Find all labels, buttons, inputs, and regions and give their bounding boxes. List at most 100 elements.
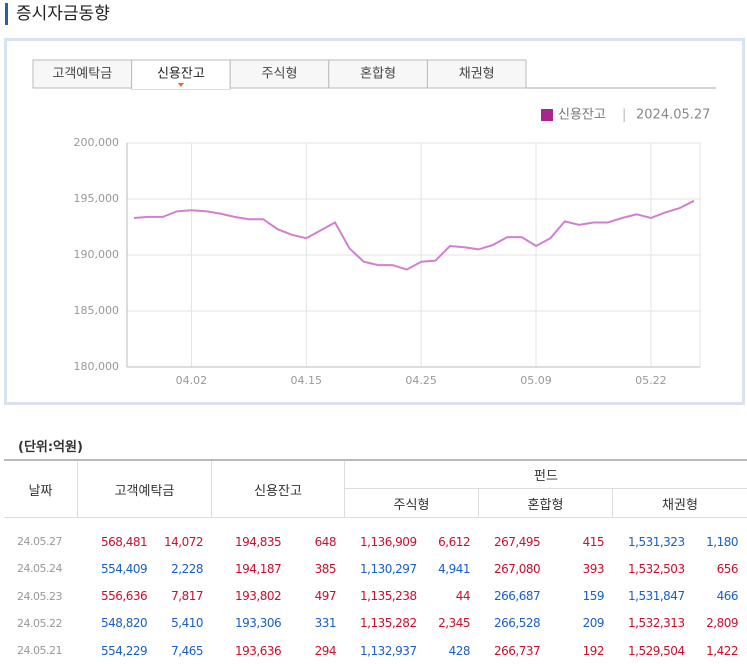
- data-cell: 568,481 14,072: [78, 528, 212, 555]
- tab[interactable]: [328, 59, 428, 89]
- data-cell: 1,529,504 1,422: [613, 637, 747, 664]
- data-cell: 554,229 7,465: [78, 637, 212, 664]
- cell-value: 554,229: [101, 643, 148, 658]
- cell-change: 1,180: [706, 534, 738, 549]
- cell-value: 548,820: [101, 616, 148, 631]
- cell-change: 2,228: [171, 561, 203, 576]
- cell-value: 267,495: [494, 534, 541, 549]
- cell-value: 193,636: [235, 643, 282, 658]
- data-cell: 1,130,297 4,941: [345, 555, 479, 582]
- cell-change: 497: [314, 589, 337, 604]
- cell-value: 266,528: [494, 616, 541, 631]
- cell-value: 266,737: [494, 643, 541, 658]
- date-cell: 24.05.23: [17, 589, 62, 603]
- data-cell: 266,687 159: [479, 583, 613, 610]
- header-cell: 혼합형: [479, 489, 613, 518]
- page-title: 증시자금동향: [5, 3, 110, 25]
- cell-change: 294: [314, 643, 337, 658]
- cell-change: 331: [314, 616, 337, 631]
- cell-value: 1,531,847: [628, 589, 685, 604]
- legend-date: 2024.05.27: [636, 108, 710, 123]
- data-cell: 556,636 7,817: [78, 583, 212, 610]
- cell-change: 648: [314, 534, 337, 549]
- date-cell: 24.05.22: [17, 616, 62, 630]
- cell-value: 193,306: [235, 616, 282, 631]
- data-cell: 267,495 415: [479, 528, 613, 555]
- data-cell: 1,531,323 1,180: [613, 528, 747, 555]
- data-cell: 1,531,847 466: [613, 583, 747, 610]
- data-cell: 1,532,503 656: [613, 555, 747, 582]
- data-cell: 1,132,937 428: [345, 637, 479, 664]
- tab-label[interactable]: 채권형: [459, 67, 495, 82]
- date-cell: 24.05.24: [17, 562, 62, 576]
- cell-change: 385: [314, 561, 337, 576]
- cell-value: 266,687: [494, 589, 541, 604]
- data-cell: 266,737 192: [479, 637, 613, 664]
- table-row: 24.05.27 568,481 14,072 194,835 648 1,136,909…: [4, 528, 747, 555]
- x-tick-label: 05.22: [635, 374, 667, 387]
- unit-label: (단위:억원): [18, 440, 83, 455]
- date-cell: 24.05.21: [17, 644, 62, 658]
- table-row: 24.05.22 548,820 5,410 193,306 331 1,135,282 2…: [4, 610, 747, 637]
- cell-value: 554,409: [101, 561, 148, 576]
- cell-change: 415: [582, 534, 605, 549]
- x-tick-label: 05.09: [520, 374, 552, 387]
- cell-value: 1,529,504: [628, 643, 685, 658]
- tab-label[interactable]: 주식형: [262, 67, 298, 82]
- x-tick-label: 04.15: [291, 374, 323, 387]
- cell-change: 4,941: [438, 561, 470, 576]
- cell-value: 194,187: [235, 561, 282, 576]
- cell-value: 194,835: [235, 534, 282, 549]
- cell-value: 1,130,297: [360, 561, 417, 576]
- header-cell: 날짜: [4, 461, 78, 518]
- cell-value: 1,136,909: [360, 534, 417, 549]
- cell-change: 7,817: [171, 589, 203, 604]
- cell-change: 159: [582, 589, 605, 604]
- tab-label[interactable]: 신용잔고: [157, 67, 205, 82]
- y-tick-label: 200,000: [74, 136, 120, 149]
- cell-value: 568,481: [101, 534, 148, 549]
- data-cell: 266,528 209: [479, 610, 613, 637]
- y-tick-label: 180,000: [74, 360, 120, 373]
- y-tick-label: 195,000: [74, 192, 120, 205]
- cell-value: 556,636: [101, 589, 148, 604]
- data-cell: 193,306 331: [212, 610, 345, 637]
- y-tick-label: 190,000: [74, 248, 120, 261]
- data-cell: 1,135,238 44: [345, 583, 479, 610]
- data-cell: 194,835 648: [212, 528, 345, 555]
- tab[interactable]: [426, 59, 527, 89]
- cell-change: 428: [448, 643, 471, 658]
- cell-change: 2,345: [438, 616, 470, 631]
- cell-change: 7,465: [171, 643, 203, 658]
- cell-change: 393: [582, 561, 605, 576]
- table-row: 24.05.23 556,636 7,817 193,802 497 1,135,238 4…: [4, 583, 747, 610]
- cell-value: 1,532,313: [628, 616, 685, 631]
- data-cell: 193,636 294: [212, 637, 345, 664]
- cell-value: 267,080: [494, 561, 541, 576]
- tab[interactable]: [229, 59, 330, 89]
- cell-value: 1,532,503: [628, 561, 685, 576]
- x-tick-label: 04.02: [176, 374, 208, 387]
- data-line: [133, 199, 695, 271]
- cell-change: 14,072: [164, 534, 204, 549]
- tab-indicator: [177, 83, 184, 87]
- legend-label: 신용잔고: [558, 108, 606, 123]
- cell-change: 656: [716, 561, 739, 576]
- data-cell: 193,802 497: [212, 583, 345, 610]
- header-cell: 주식형: [345, 489, 479, 518]
- date-cell: 24.05.27: [17, 535, 62, 548]
- header-cell: 신용잔고: [212, 461, 345, 518]
- chart-box: 고객예탁금 신용잔고 주식형 혼합형 채권형 신용잔고 | 2024.05.27 180,000…: [4, 38, 745, 405]
- header-cell: 고객예탁금: [78, 461, 212, 518]
- header-cell: 펀드: [345, 461, 747, 489]
- x-tick-label: 04.25: [405, 374, 437, 387]
- cell-value: 1,135,282: [360, 616, 417, 631]
- tab-label[interactable]: 고객예탁금: [52, 67, 112, 82]
- cell-change: 2,809: [706, 616, 738, 631]
- cell-change: 6,612: [438, 534, 470, 549]
- tab-label[interactable]: 혼합형: [360, 67, 396, 82]
- table-row: 24.05.24 554,409 2,228 194,187 385 1,130,297 4…: [4, 555, 747, 582]
- cell-change: 466: [716, 589, 739, 604]
